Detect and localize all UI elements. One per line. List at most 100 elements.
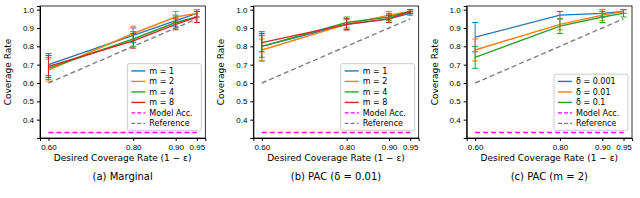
error-bar-cap <box>621 9 627 10</box>
x-tick-mark <box>602 138 603 141</box>
y-axis-title: Coverage Rate <box>3 38 13 105</box>
y-tick-label: 0.6 <box>236 79 248 88</box>
legend-label: Model Acc. <box>363 109 406 118</box>
x-axis-title: Desired Coverage Rate (1 − ε) <box>267 153 405 163</box>
error-bar-cap <box>194 11 200 12</box>
y-tick: 0.5 <box>23 97 40 106</box>
error-bar-stem <box>410 10 411 14</box>
y-tick-mark <box>250 120 253 121</box>
y-tick-mark <box>250 101 253 102</box>
error-bar-stem <box>196 12 197 23</box>
legend-swatch <box>558 91 572 92</box>
legend-label: Reference <box>149 119 189 128</box>
y-tick: 0.8 <box>236 42 253 51</box>
error-bar-cap <box>130 31 136 32</box>
error-bar-cap <box>621 9 627 10</box>
error-bar-cap <box>259 51 265 52</box>
y-tick-mark <box>250 83 253 84</box>
error-bar <box>557 12 563 19</box>
axis-line <box>467 139 632 142</box>
legend-box <box>127 64 201 131</box>
error-bar <box>45 56 51 78</box>
series-line <box>48 132 196 133</box>
panel: 0.600.800.900.950.40.50.60.70.80.91.0Des… <box>216 6 419 182</box>
error-bar-cap <box>259 61 265 62</box>
error-bar-cap <box>344 18 350 19</box>
y-tick-mark <box>37 28 40 29</box>
y-axis-title: Coverage Rate <box>216 38 226 105</box>
y-axis: 0.40.50.60.70.80.91.0 <box>23 6 41 139</box>
series-line <box>48 13 196 64</box>
x-tick: 0.80 <box>553 138 569 152</box>
legend-swatch <box>131 123 145 124</box>
plot-frame <box>40 6 205 138</box>
x-tick-mark <box>197 138 198 141</box>
series-line <box>262 12 410 51</box>
x-tick-label: 0.90 <box>595 143 611 152</box>
x-tick-label: 0.80 <box>553 143 569 152</box>
legend-box <box>554 74 628 130</box>
y-tick-mark <box>464 65 467 66</box>
x-tick: 0.90 <box>382 138 398 152</box>
x-tick-mark <box>624 138 625 141</box>
error-bar-cap <box>599 22 605 23</box>
error-bar-cap <box>557 18 563 19</box>
error-bar-cap <box>599 9 605 10</box>
y-tick: 0.8 <box>450 42 467 51</box>
series-line <box>262 12 410 43</box>
axis-line <box>37 7 41 139</box>
legend-label: m = 1 <box>149 67 174 76</box>
y-axis-title: Coverage Rate <box>430 38 440 105</box>
y-tick-mark <box>37 65 40 66</box>
error-bar-cap <box>557 18 563 19</box>
x-tick-label: 0.60 <box>41 143 57 152</box>
y-tick-label: 0.8 <box>23 42 35 51</box>
error-bar <box>259 34 265 52</box>
error-bar <box>407 10 413 14</box>
legend-swatch <box>131 70 145 71</box>
x-axis: 0.600.800.900.95 <box>254 138 419 152</box>
legend-label: Model Acc. <box>149 109 192 118</box>
plot-frame <box>253 6 418 138</box>
y-tick: 0.9 <box>450 24 467 33</box>
x-tick-label: 0.95 <box>190 143 206 152</box>
legend-swatch <box>558 102 572 103</box>
error-bar-stem <box>388 15 389 22</box>
y-tick-label: 1.0 <box>236 6 248 15</box>
error-bar-stem <box>261 34 262 52</box>
x-tick-mark <box>347 138 348 141</box>
error-bar-cap <box>45 55 51 56</box>
y-tick-label: 0.5 <box>236 97 248 106</box>
x-tick-mark <box>410 138 411 141</box>
error-bar-cap <box>259 57 265 58</box>
y-tick: 1.0 <box>23 6 40 15</box>
error-bar-cap <box>45 77 51 78</box>
figure: 0.60 0.80 0.90 0.95 0.40.50.60.70.80.91.0 Des… <box>0 0 640 198</box>
x-axis: 0.600.800.900.95 <box>41 138 206 152</box>
x-tick: 0.90 <box>168 138 184 152</box>
y-tick-mark <box>250 46 253 47</box>
y-axis: 0.40.50.60.70.80.91.0 <box>236 6 254 139</box>
error-bar-cap <box>259 31 265 32</box>
error-bar-cap <box>194 9 200 10</box>
x-axis-title: Desired Coverage Rate (1 − ε) <box>54 153 192 163</box>
axis-line <box>464 7 468 139</box>
error-bar-cap <box>407 13 413 14</box>
error-bar-stem <box>346 19 347 30</box>
error-bar-cap <box>386 22 392 23</box>
error-bar-cap <box>386 15 392 16</box>
legend-label: m = 2 <box>363 77 388 86</box>
error-bar-cap <box>557 18 563 19</box>
y-tick-label: 0.4 <box>450 116 462 125</box>
error-bar-cap <box>344 29 350 30</box>
y-tick-mark <box>250 10 253 11</box>
y-tick-mark <box>37 46 40 47</box>
error-bar-cap <box>386 11 392 12</box>
x-tick: 0.80 <box>339 138 355 152</box>
error-bar-cap <box>557 33 563 34</box>
legend-swatch <box>345 91 359 92</box>
error-bar <box>344 19 350 30</box>
legend-label: δ = 0.01 <box>576 88 611 97</box>
error-bar-cap <box>386 15 392 16</box>
panel: 0.600.800.900.950.40.50.60.70.80.91.0Des… <box>430 6 633 182</box>
